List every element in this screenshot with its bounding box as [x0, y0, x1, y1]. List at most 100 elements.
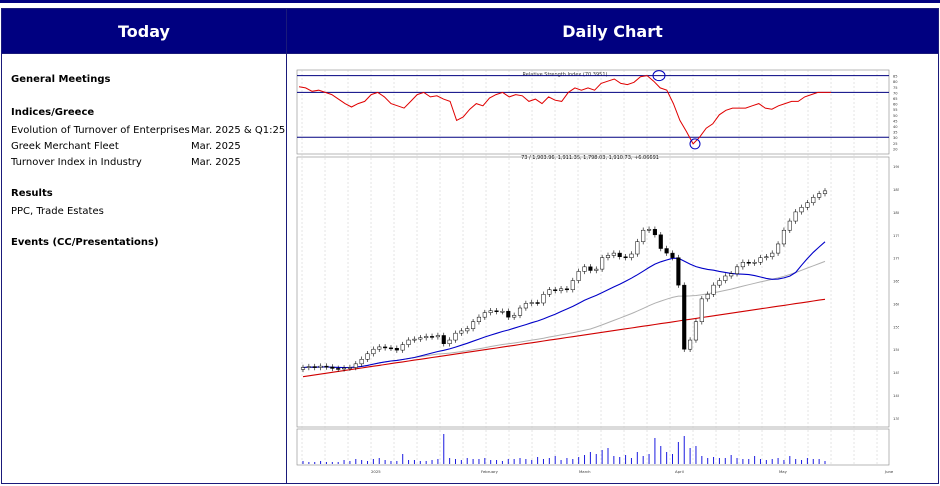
x-axis-label: April: [675, 469, 684, 474]
candle-body: [383, 346, 388, 349]
page-frame: Today General Meetings Indices/Greece Ev…: [1, 8, 939, 484]
candle-body: [488, 310, 493, 313]
index-date: Mar. 2025 & Q1:25: [191, 124, 286, 136]
candle-body: [529, 302, 534, 304]
candle-body: [664, 248, 669, 254]
candle-body: [541, 294, 546, 304]
candle-body: [506, 310, 511, 318]
candle-body: [312, 366, 317, 368]
candle-body: [811, 197, 816, 204]
candle-body: [553, 289, 558, 291]
candle-body: [623, 256, 628, 259]
rsi-tick-label: 65: [893, 97, 898, 101]
candle-body: [441, 335, 446, 344]
candle-body: [512, 315, 517, 318]
price-label: 73 / 1,903.96, 1,911.35, 1,798.03, 1,910…: [521, 155, 659, 161]
candle-body: [576, 271, 581, 281]
candle-body: [453, 332, 458, 341]
ma-long-line: [302, 298, 826, 378]
candle-body: [693, 321, 699, 341]
rsi-low-marker: [689, 138, 701, 150]
x-axis-label: 2025: [371, 469, 381, 474]
rsi-tick-label: 20: [893, 147, 898, 151]
candle-body: [682, 284, 687, 350]
candle-body: [330, 366, 335, 369]
candle-body: [377, 346, 382, 350]
candle-body: [611, 252, 616, 256]
x-axis-label: June: [884, 469, 894, 474]
candle-body: [729, 273, 734, 277]
candle-body: [617, 252, 622, 258]
rsi-panel: [296, 69, 890, 155]
candle-body: [547, 289, 552, 295]
indices-heading: Indices/Greece: [11, 107, 95, 118]
rsi-tick-label: 50: [893, 114, 898, 118]
candle-body: [770, 252, 775, 258]
price-tick-label: 1550: [893, 324, 899, 329]
candle-body: [535, 302, 540, 304]
candle-body: [699, 298, 704, 322]
candle-body: [570, 280, 575, 290]
today-column: Today General Meetings Indices/Greece Ev…: [2, 9, 287, 483]
candle-body: [324, 365, 329, 368]
top-rule: [0, 0, 940, 3]
candle-body: [658, 234, 663, 249]
index-name: Evolution of Turnover of Enterprises: [11, 124, 190, 136]
candle-body: [641, 229, 646, 242]
candle-body: [359, 359, 364, 365]
candle-body: [776, 243, 781, 254]
rsi-tick-label: 35: [893, 131, 898, 135]
rsi-label: Relative Strength Index (70.3951): [523, 72, 608, 78]
candle-body: [476, 316, 482, 322]
rsi-tick-label: 25: [893, 142, 898, 146]
candle-body: [605, 255, 611, 258]
index-name: Greek Merchant Fleet: [11, 140, 119, 152]
candle-body: [300, 367, 306, 370]
candle-body: [429, 336, 435, 338]
candle-body: [435, 335, 440, 338]
candle-body: [394, 348, 399, 351]
candle-body: [347, 367, 352, 369]
price-tick-label: 1700: [893, 256, 899, 261]
volume-panel: [296, 428, 890, 466]
candle-body: [746, 262, 751, 264]
price-tick-label: 1650: [893, 279, 899, 284]
rsi-tick-label: 75: [893, 86, 898, 90]
price-tick-label: 1400: [893, 393, 899, 398]
rsi-tick-label: 60: [893, 103, 898, 107]
candle-body: [652, 229, 657, 236]
candle-body: [406, 339, 411, 345]
rsi-tick-label: 30: [893, 136, 898, 140]
candle-body: [764, 256, 769, 259]
candle-body: [781, 229, 786, 245]
today-header: Today: [2, 9, 286, 54]
candle-body: [805, 202, 810, 208]
candle-body: [600, 257, 605, 270]
chart-area: Relative Strength Index (70.3951) 73 / 1…: [295, 67, 903, 479]
candle-body: [670, 252, 675, 258]
candle-body: [588, 266, 593, 271]
candle-body: [306, 366, 311, 368]
candle-body: [523, 303, 528, 309]
events-heading: Events (CC/Presentations): [11, 237, 159, 248]
candle-body: [752, 262, 757, 264]
candle-body: [447, 339, 452, 344]
candle-body: [711, 284, 716, 295]
candle-body: [471, 321, 476, 329]
candle-body: [494, 310, 499, 313]
candle-body: [822, 190, 828, 194]
candle-body: [646, 229, 652, 231]
ma-mid-line: [302, 260, 826, 368]
rsi-tick-label: 45: [893, 119, 898, 123]
price-tick-label: 1900: [893, 164, 899, 169]
ma-short-line: [302, 241, 826, 369]
candle-body: [365, 353, 370, 360]
price-tick-label: 1800: [893, 210, 899, 215]
candle-body: [787, 220, 792, 231]
candle-body: [482, 312, 487, 318]
today-body: General Meetings Indices/Greece Evolutio…: [2, 54, 286, 248]
price-tick-label: 1850: [893, 187, 899, 192]
candle-body: [629, 253, 634, 258]
rsi-tick-label: 85: [893, 75, 898, 79]
results-text: PPC, Trade Estates: [11, 205, 104, 217]
